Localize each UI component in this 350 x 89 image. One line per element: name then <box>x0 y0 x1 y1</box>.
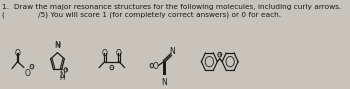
Text: (              /5) You will score 1 (for completely correct answers) or 0 for ea: ( /5) You will score 1 (for completely c… <box>2 12 281 18</box>
Text: O: O <box>116 49 122 58</box>
Text: -: - <box>151 63 153 68</box>
Text: O: O <box>24 69 30 78</box>
Text: H: H <box>55 42 60 48</box>
Text: +: + <box>217 52 222 57</box>
Text: N: N <box>59 71 65 80</box>
Text: N: N <box>161 78 167 87</box>
Text: N: N <box>170 47 175 56</box>
Text: -: - <box>111 65 113 70</box>
Text: 1.  Draw the major resonance structures for the following molecules, including c: 1. Draw the major resonance structures f… <box>2 4 342 10</box>
Text: -: - <box>31 64 33 69</box>
Text: O: O <box>153 62 159 71</box>
Text: O: O <box>102 49 107 58</box>
Text: N: N <box>55 41 61 50</box>
Text: +: + <box>63 67 68 72</box>
Text: O: O <box>15 49 21 58</box>
Text: H: H <box>59 75 64 81</box>
